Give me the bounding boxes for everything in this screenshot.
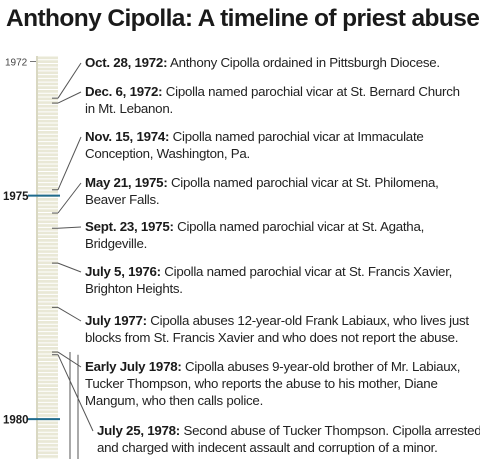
entry-line: Conception, Washington, Pa. — [85, 145, 475, 162]
entry-line: Dec. 6, 1972: Cipolla named parochial vi… — [85, 83, 475, 100]
entry-line: Oct. 28, 1972: Anthony Cipolla ordained … — [85, 54, 475, 71]
entry-text: Anthony Cipolla ordained in Pittsburgh D… — [167, 55, 440, 70]
timeline-entry: Oct. 28, 1972: Anthony Cipolla ordained … — [85, 54, 475, 71]
entry-line: July 5, 1976: Cipolla named parochial vi… — [85, 263, 475, 280]
entry-text: blocks from St. Francis Xavier and who d… — [85, 330, 459, 345]
entry-line: Bridgeville. — [85, 235, 475, 252]
entry-connector — [57, 354, 94, 432]
entry-date: Early July 1978: — [85, 359, 182, 374]
entry-date: Nov. 15, 1974: — [85, 129, 170, 144]
entry-date: July 5, 1976: — [85, 264, 161, 279]
entry-connector — [57, 62, 82, 99]
timeline-entry: Nov. 15, 1974: Cipolla named parochial v… — [85, 128, 475, 162]
entry-line: Nov. 15, 1974: Cipolla named parochial v… — [85, 128, 475, 145]
entry-date: Sept. 23, 1975: — [85, 219, 174, 234]
entry-line: Beaver Falls. — [85, 191, 475, 208]
entry-connector — [57, 182, 82, 214]
timeline-entry: July 5, 1976: Cipolla named parochial vi… — [85, 263, 475, 297]
timeline-entry: July 25, 1978: Second abuse of Tucker Th… — [97, 422, 480, 456]
entry-line: Tucker Thompson, who reports the abuse t… — [85, 375, 475, 392]
entry-line: Brighton Heights. — [85, 280, 475, 297]
entry-text: Cipolla abuses 12-year-old Frank Labiaux… — [146, 313, 469, 328]
entry-text: Cipolla named parochial vicar at St. Fra… — [160, 264, 453, 279]
timeline-entry: Sept. 23, 1975: Cipolla named parochial … — [85, 218, 475, 252]
year-label-1980: 1980 — [3, 415, 29, 427]
entry-text: Tucker Thompson, who reports the abuse t… — [85, 376, 438, 391]
entry-line: and charged with indecent assault and co… — [97, 439, 480, 456]
entry-line: May 21, 1975: Cipolla named parochial vi… — [85, 174, 475, 191]
entry-connector — [57, 91, 82, 104]
timeline-entry: May 21, 1975: Cipolla named parochial vi… — [85, 174, 475, 208]
entry-text: in Mt. Lebanon. — [85, 101, 173, 116]
entry-connector — [57, 262, 82, 273]
timeline-bar-edge — [36, 56, 38, 459]
entry-text: Cipolla named parochial vicar at St. Phi… — [167, 175, 439, 190]
entry-text: Mangum, who then calls police. — [85, 393, 264, 408]
entry-line: Mangum, who then calls police. — [85, 392, 475, 409]
entry-line: July 25, 1978: Second abuse of Tucker Th… — [97, 422, 480, 439]
page-title: Anthony Cipolla: A timeline of priest ab… — [6, 5, 480, 32]
entry-date: Dec. 6, 1972: — [85, 84, 163, 99]
entry-text: Conception, Washington, Pa. — [85, 146, 250, 161]
timeline-entry: Dec. 6, 1972: Cipolla named parochial vi… — [85, 83, 475, 117]
entry-connector — [57, 306, 82, 322]
entry-date: Oct. 28, 1972: — [85, 55, 168, 70]
timeline-entry: Early July 1978: Cipolla abuses 9-year-o… — [85, 358, 475, 409]
entry-text: Beaver Falls. — [85, 192, 160, 207]
entry-text: Cipolla named parochial vicar at St. Aga… — [173, 219, 425, 234]
timeline-entry: July 1977: Cipolla abuses 12-year-old Fr… — [85, 312, 475, 346]
entry-date: July 25, 1978: — [97, 423, 180, 438]
year-label-1972: 1972 — [5, 58, 28, 69]
entry-line: blocks from St. Francis Xavier and who d… — [85, 329, 475, 346]
year-label-1975: 1975 — [3, 191, 29, 203]
entry-text: Cipolla named parochial vicar at Immacul… — [169, 129, 424, 144]
entry-line: Early July 1978: Cipolla abuses 9-year-o… — [85, 358, 475, 375]
entry-connector — [57, 136, 82, 190]
entry-connector — [57, 226, 82, 229]
entry-text: Brighton Heights. — [85, 281, 183, 296]
entry-date: May 21, 1975: — [85, 175, 168, 190]
entry-text: Second abuse of Tucker Thompson. Cipolla… — [180, 423, 480, 438]
entry-text: Cipolla abuses 9-year-old brother of Mr.… — [181, 359, 461, 374]
entry-line: July 1977: Cipolla abuses 12-year-old Fr… — [85, 312, 475, 329]
entry-date: July 1977: — [85, 313, 147, 328]
entry-line: in Mt. Lebanon. — [85, 100, 475, 117]
entry-text: Bridgeville. — [85, 236, 148, 251]
entry-text: and charged with indecent assault and co… — [97, 440, 438, 455]
entry-line: Sept. 23, 1975: Cipolla named parochial … — [85, 218, 475, 235]
entry-text: Cipolla named parochial vicar at St. Ber… — [162, 84, 460, 99]
